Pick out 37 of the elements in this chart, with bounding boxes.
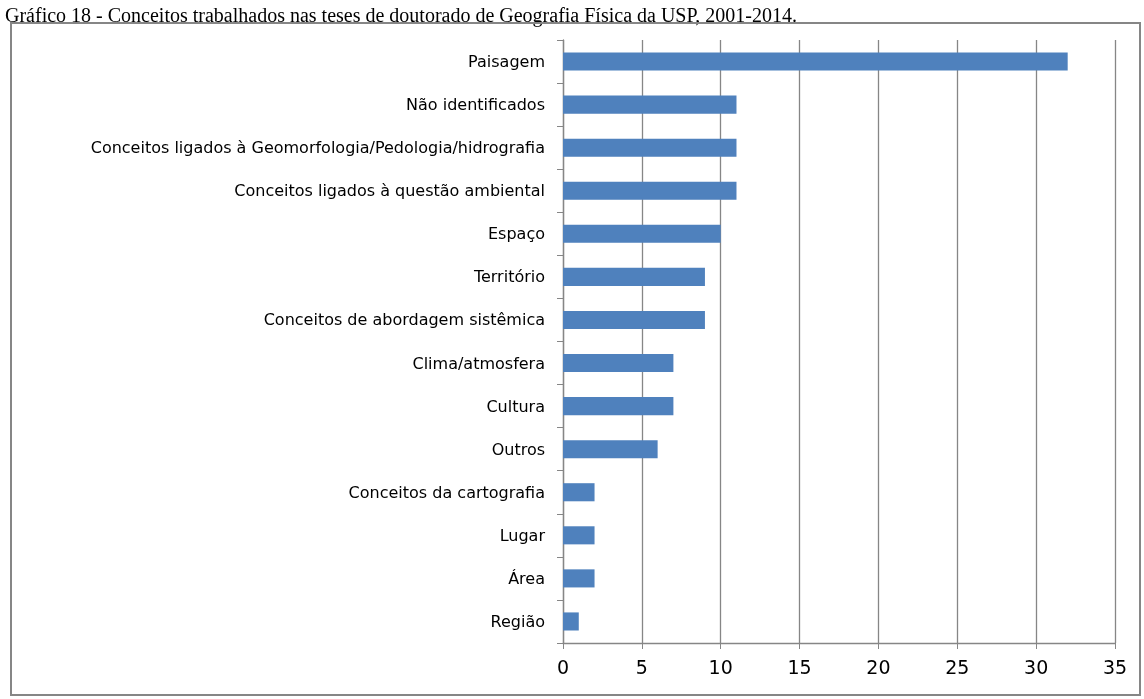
y-tick-label: Cultura xyxy=(486,396,545,416)
y-tick-label: Clima/atmosfera xyxy=(412,353,545,373)
y-tick-label: Lugar xyxy=(499,525,546,545)
bar xyxy=(563,569,595,588)
bar xyxy=(563,181,737,200)
y-tick-label: Conceitos ligados à questão ambiental xyxy=(234,181,545,201)
text: Gráfico 18 - Conceitos trabalhados nas teses de doutorado de Geografia Física da USP, 2001-2014. xyxy=(5,4,798,27)
x-tick-label: 0 xyxy=(556,655,570,678)
x-tick-label: 10 xyxy=(708,655,733,678)
y-tick-label: Conceitos da cartografia xyxy=(348,482,545,502)
x-tick-label: 5 xyxy=(635,655,648,678)
bar xyxy=(563,440,658,459)
x-tick-label: 25 xyxy=(945,655,970,678)
x-tick-label: 30 xyxy=(1024,655,1049,678)
y-tick-label: Território xyxy=(472,267,545,287)
x-tick-label: 15 xyxy=(787,655,812,678)
bar xyxy=(563,397,674,416)
y-tick-label: Área xyxy=(508,568,545,588)
y-tick-label: Espaço xyxy=(488,224,545,244)
x-tick-label: 35 xyxy=(1102,655,1128,678)
y-tick-label: Outros xyxy=(491,439,545,459)
y-tick-label: Conceitos de abordagem sistêmica xyxy=(263,310,545,330)
y-tick-label: Conceitos ligados à Geomorfologia/Pedologia/hidrografia xyxy=(90,138,545,158)
bar xyxy=(563,224,721,243)
y-tick-label: Paisagem xyxy=(468,52,545,72)
bar xyxy=(563,138,737,157)
bar xyxy=(563,267,705,286)
y-tick-label: Não identificados xyxy=(406,95,545,115)
x-tick-label: 20 xyxy=(866,655,891,678)
bar xyxy=(563,52,1068,71)
bar xyxy=(563,310,705,330)
y-tick-label: Região xyxy=(490,611,545,631)
bar xyxy=(563,526,595,545)
bar xyxy=(563,612,579,631)
bar xyxy=(563,483,595,502)
bar xyxy=(563,353,674,373)
bar xyxy=(563,95,737,114)
